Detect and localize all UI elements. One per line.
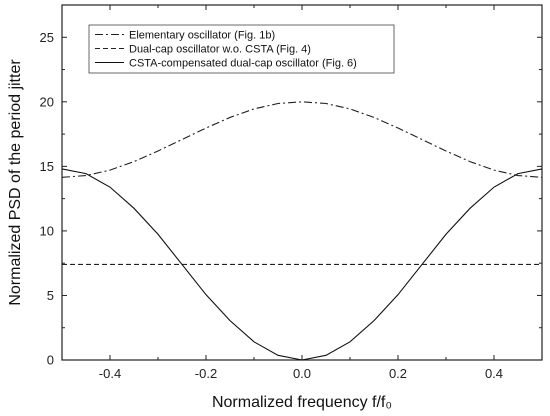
x-tick-label: 0.2 [389,366,407,381]
axis-ticks: -0.4 -0.2 0.0 0.2 0.4 0 5 10 15 20 25 [40,5,543,381]
y-tick-label: 25 [40,30,54,45]
legend: Elementary oscillator (Fig. 1b) Dual-cap … [88,24,395,74]
x-tick-label: -0.4 [99,366,121,381]
legend-box [88,24,395,74]
legend-entry-2: Dual-cap oscillator w.o. CSTA (Fig. 4) [129,44,311,56]
x-tick-label: -0.2 [195,366,217,381]
y-axis-label: Normalized PSD of the period jitter [7,59,24,306]
y-tick-label: 5 [47,288,54,303]
y-tick-label: 15 [40,159,54,174]
y-tick-label: 0 [47,353,54,368]
x-tick-label: 0.0 [293,366,311,381]
series-line-3 [61,168,543,361]
series-lines [61,101,543,361]
y-tick-label: 20 [40,94,54,109]
y-tick-label: 10 [40,223,54,238]
x-tick-label: 0.4 [485,366,503,381]
series-line-1 [61,101,543,178]
legend-entry-1: Elementary oscillator (Fig. 1b) [129,30,275,42]
legend-entry-3: CSTA-compensated dual-cap oscillator (Fi… [129,58,357,70]
x-axis-label: Normalized frequency f/f₀ [212,394,392,411]
